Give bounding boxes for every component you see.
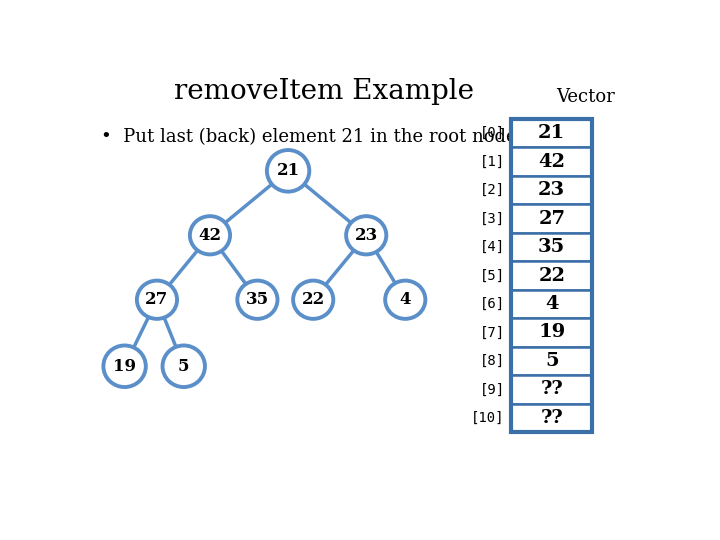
Ellipse shape <box>190 216 230 254</box>
Text: 23: 23 <box>538 181 565 199</box>
Text: 23: 23 <box>354 227 378 244</box>
Text: [3]: [3] <box>480 212 505 226</box>
FancyBboxPatch shape <box>511 290 593 318</box>
Ellipse shape <box>163 346 205 387</box>
Ellipse shape <box>238 281 277 319</box>
FancyBboxPatch shape <box>511 176 593 204</box>
FancyBboxPatch shape <box>511 404 593 432</box>
Text: 22: 22 <box>302 291 325 308</box>
Text: ??: ?? <box>541 381 563 399</box>
Text: 27: 27 <box>145 291 168 308</box>
Text: 19: 19 <box>113 358 136 375</box>
FancyBboxPatch shape <box>511 347 593 375</box>
FancyBboxPatch shape <box>511 375 593 404</box>
FancyBboxPatch shape <box>511 119 593 147</box>
Text: 5: 5 <box>178 358 189 375</box>
Text: [4]: [4] <box>480 240 505 254</box>
FancyBboxPatch shape <box>511 147 593 176</box>
Ellipse shape <box>137 281 177 319</box>
Text: [1]: [1] <box>480 154 505 168</box>
Text: [5]: [5] <box>480 268 505 282</box>
Text: [9]: [9] <box>480 382 505 396</box>
Text: 35: 35 <box>538 238 565 256</box>
Text: 4: 4 <box>400 291 411 308</box>
Text: 21: 21 <box>276 163 300 179</box>
Text: 4: 4 <box>545 295 559 313</box>
Text: 22: 22 <box>539 267 565 285</box>
Text: [6]: [6] <box>480 297 505 311</box>
Text: •  Put last (back) element 21 in the root node: • Put last (back) element 21 in the root… <box>101 129 517 146</box>
FancyBboxPatch shape <box>511 261 593 290</box>
Text: Vector: Vector <box>556 87 615 105</box>
Text: removeItem Example: removeItem Example <box>174 78 474 105</box>
Text: [7]: [7] <box>480 326 505 340</box>
Text: 27: 27 <box>539 210 565 227</box>
Text: 42: 42 <box>539 153 565 171</box>
Text: [2]: [2] <box>480 183 505 197</box>
Text: [8]: [8] <box>480 354 505 368</box>
Text: ??: ?? <box>541 409 563 427</box>
FancyBboxPatch shape <box>511 318 593 347</box>
Ellipse shape <box>293 281 333 319</box>
Text: 5: 5 <box>545 352 559 370</box>
Ellipse shape <box>346 216 387 254</box>
Ellipse shape <box>104 346 145 387</box>
Text: 35: 35 <box>246 291 269 308</box>
Text: 42: 42 <box>199 227 222 244</box>
Ellipse shape <box>267 150 310 192</box>
Text: [10]: [10] <box>471 411 505 425</box>
FancyBboxPatch shape <box>511 204 593 233</box>
FancyBboxPatch shape <box>511 233 593 261</box>
Ellipse shape <box>385 281 426 319</box>
Text: 21: 21 <box>538 124 565 142</box>
Text: 19: 19 <box>538 323 565 341</box>
Text: [0]: [0] <box>480 126 505 140</box>
